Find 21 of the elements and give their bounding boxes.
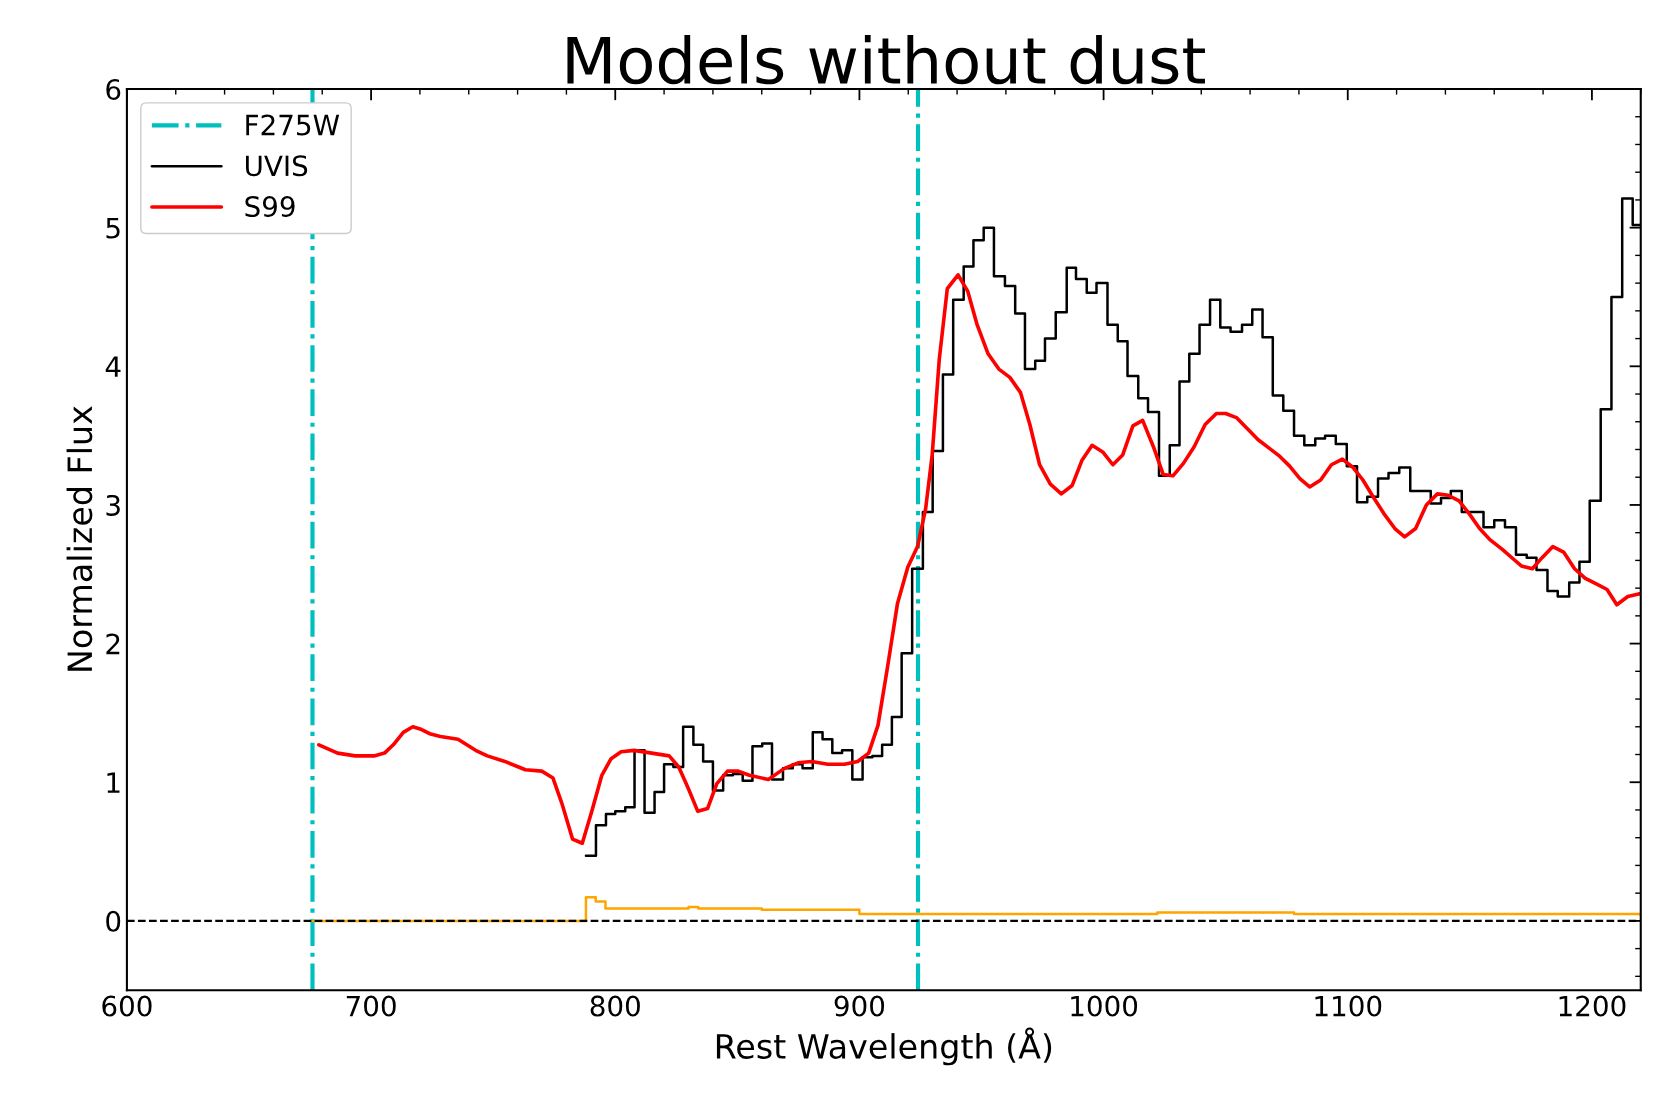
x-tick-label: 800	[590, 995, 640, 1017]
ref-line-label: F275W	[246, 114, 340, 136]
x-axis-title: Rest Wavelength (Å)	[716, 1027, 1052, 1066]
x-tick-label: 900	[834, 995, 885, 1017]
chart-title: Models without dust	[567, 34, 1205, 85]
x-tick-label: 1000	[1071, 995, 1138, 1017]
line-series	[317, 272, 1641, 846]
x-tick-label: 700	[346, 995, 396, 1017]
y-tick-label: 1	[107, 772, 120, 793]
x-tick-label: 600	[102, 995, 152, 1017]
x-tick-label: 1200	[1559, 995, 1626, 1017]
legend-label: UVIS	[245, 155, 308, 177]
y-tick-label: 3	[106, 494, 120, 516]
y-tick-label: 0	[106, 910, 121, 932]
x-tick-label: 1100	[1315, 995, 1382, 1017]
y-tick-label: 2	[106, 633, 120, 655]
y-axis-title: Normalized Flux	[66, 406, 93, 671]
y-tick-label: 6	[106, 78, 121, 100]
legend-label: S99	[245, 196, 295, 218]
y-tick-label: 4	[105, 356, 121, 377]
y-tick-label: 5	[106, 217, 120, 239]
